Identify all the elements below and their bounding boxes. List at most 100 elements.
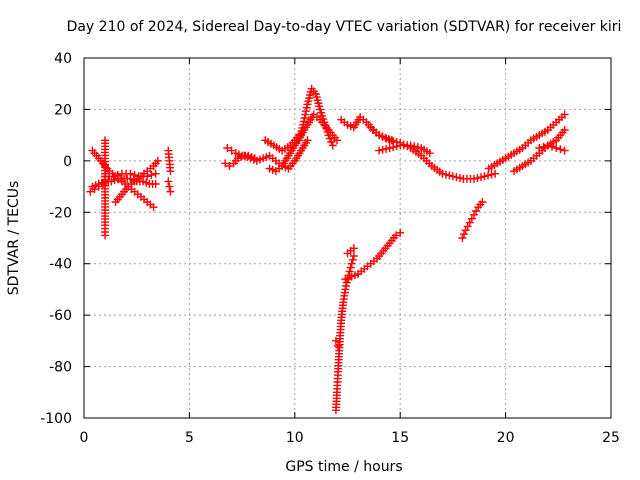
data-point xyxy=(385,136,394,145)
data-point xyxy=(378,145,387,154)
data-point xyxy=(560,126,569,134)
data-point xyxy=(375,131,384,140)
series-early-7 xyxy=(164,177,175,196)
data-point xyxy=(143,172,152,181)
series-day-5 xyxy=(261,131,304,155)
data-point xyxy=(413,143,422,152)
data-point xyxy=(382,134,391,143)
y-tick-label: -40 xyxy=(49,257,72,273)
series-day-8 xyxy=(375,141,434,158)
data-point xyxy=(341,285,350,294)
grid-layer xyxy=(84,58,611,418)
data-point xyxy=(147,171,156,179)
series-low-3 xyxy=(343,244,358,258)
data-point xyxy=(382,144,391,153)
x-tick-label: 5 xyxy=(185,430,194,446)
data-point xyxy=(300,114,309,122)
data-point xyxy=(126,169,135,178)
data-point xyxy=(221,159,230,168)
data-point xyxy=(223,144,232,152)
series-early-6 xyxy=(164,146,175,176)
data-point xyxy=(302,107,311,116)
data-point xyxy=(392,142,401,151)
series-low-5 xyxy=(458,198,487,242)
data-point xyxy=(334,342,343,350)
data-point xyxy=(227,146,236,155)
chart-title: Day 210 of 2024, Sidereal Day-to-day VTE… xyxy=(67,19,622,35)
data-point xyxy=(130,171,139,179)
data-point xyxy=(166,187,175,196)
data-point xyxy=(166,167,175,176)
data-points-layer xyxy=(86,84,569,415)
data-point xyxy=(391,231,400,240)
data-point xyxy=(149,203,158,212)
data-point xyxy=(346,263,355,272)
y-tick-label: -60 xyxy=(49,308,72,324)
plot-frame xyxy=(83,57,612,419)
data-point xyxy=(478,198,487,206)
data-point xyxy=(535,144,544,152)
series-day-9 xyxy=(484,110,569,173)
series-low-2 xyxy=(341,228,405,284)
data-point xyxy=(325,134,334,143)
y-tick-label: 40 xyxy=(54,51,72,67)
data-point xyxy=(425,149,434,158)
data-point xyxy=(441,170,450,179)
data-point xyxy=(547,142,556,151)
x-tick-label: 20 xyxy=(497,430,515,446)
series-low-1 xyxy=(331,252,358,415)
data-point xyxy=(473,174,482,182)
series-early-8 xyxy=(101,136,110,240)
data-point xyxy=(389,143,398,152)
y-tick-label: 20 xyxy=(54,102,72,118)
data-point xyxy=(491,169,500,178)
data-point xyxy=(406,141,415,150)
data-point xyxy=(342,278,351,287)
data-point xyxy=(560,146,569,155)
data-point xyxy=(560,110,569,119)
y-tick-label: -100 xyxy=(40,411,72,427)
data-point xyxy=(327,138,336,146)
data-point xyxy=(448,172,457,181)
data-point xyxy=(556,145,565,154)
data-point xyxy=(348,255,357,264)
x-axis-label: GPS time / hours xyxy=(285,459,402,475)
series-day-4 xyxy=(295,84,337,150)
data-point xyxy=(302,103,311,112)
data-point xyxy=(349,252,358,260)
data-point xyxy=(295,131,304,140)
data-point xyxy=(299,120,308,129)
data-point xyxy=(385,144,394,152)
series-day-7 xyxy=(366,123,500,183)
data-point xyxy=(378,132,387,141)
series-low-4 xyxy=(331,336,343,350)
data-point xyxy=(349,244,358,253)
x-tick-label: 15 xyxy=(391,430,409,446)
data-point xyxy=(113,171,122,179)
data-point xyxy=(345,267,354,276)
y-tick-label: 0 xyxy=(63,154,72,170)
data-point xyxy=(109,172,118,181)
data-point xyxy=(552,144,561,152)
data-point xyxy=(396,228,405,237)
data-point xyxy=(164,177,173,186)
data-point xyxy=(165,182,174,191)
data-point xyxy=(477,173,486,182)
data-point xyxy=(151,169,160,178)
data-point xyxy=(458,234,467,242)
y-tick-label: -80 xyxy=(49,360,72,376)
data-point xyxy=(487,170,496,179)
x-tick-label: 25 xyxy=(602,430,620,446)
series-early-4 xyxy=(101,169,160,181)
series-day-11 xyxy=(535,141,569,155)
data-point xyxy=(455,174,464,182)
data-point xyxy=(452,173,461,182)
data-point xyxy=(484,171,493,180)
data-point xyxy=(410,142,419,151)
series-early-5 xyxy=(86,180,107,196)
data-point xyxy=(153,156,162,165)
data-point xyxy=(347,259,356,268)
data-point xyxy=(332,136,341,145)
data-point xyxy=(301,110,310,119)
